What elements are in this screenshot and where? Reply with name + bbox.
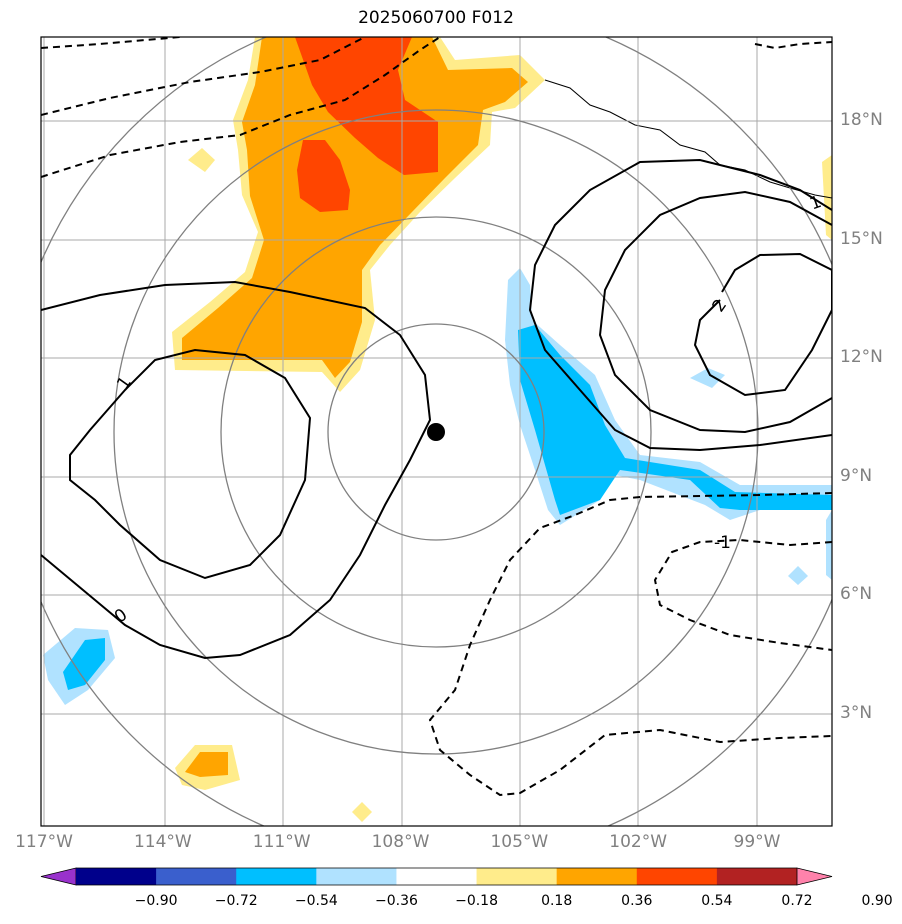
- positive-patch-bottom: [352, 802, 372, 822]
- dashed-contours: [41, 37, 832, 797]
- coastline: [544, 79, 832, 199]
- map-frame: [40, 36, 833, 827]
- contour-one-east: [528, 158, 832, 452]
- positive-patch-small: [188, 148, 215, 172]
- colorbar-segment: [556, 868, 638, 885]
- colorbar-tick-label: 0.18: [541, 893, 573, 909]
- negative-patch-east: [690, 368, 725, 388]
- latitude-label: 12°N: [840, 347, 883, 368]
- latitude-label: 15°N: [840, 228, 883, 249]
- solid-contours: [41, 158, 832, 660]
- negative-patch-southwest-core: [63, 638, 105, 690]
- colorbar-segment: [76, 868, 157, 885]
- positive-band-0-54-south: [297, 140, 350, 212]
- range-rings: [41, 37, 832, 826]
- positive-patch-southwest-core: [185, 752, 228, 777]
- contour-one-west: [69, 348, 312, 580]
- negative-patch-east-small: [788, 566, 808, 585]
- colorbar-tick-label: −0.54: [294, 893, 338, 909]
- colorbar-tick-label: −0.90: [134, 893, 178, 909]
- colorbar-tick-label: −0.72: [214, 893, 258, 909]
- colorbar-segment: [476, 868, 558, 885]
- dashed-contour-north-1: [41, 37, 181, 49]
- colorbar-outline: [76, 867, 797, 886]
- longitude-label: 117°W: [15, 832, 73, 852]
- colorbar-extend-low: [40, 867, 77, 886]
- dashed-contour-minus-one: [653, 538, 832, 651]
- contour-two-outer: [598, 190, 832, 434]
- contour-label: -1: [714, 533, 731, 553]
- dashed-contour-south: [428, 492, 832, 797]
- colorbar-tick-label: 0.90: [861, 893, 893, 909]
- longitude-label: 105°W: [490, 832, 549, 852]
- dashed-contour-north-3: [41, 37, 441, 178]
- colorbar-tick-label: 0.72: [781, 893, 813, 909]
- negative-patch-east-edge: [826, 510, 832, 580]
- longitude-label: 114°W: [133, 832, 192, 852]
- contour-label: 0: [111, 605, 131, 628]
- graticule: [41, 37, 832, 826]
- map-title: 2025060700 F012: [358, 8, 514, 28]
- contour-two: [693, 252, 832, 397]
- storm-center-marker: [427, 423, 445, 441]
- colorbar-segment: [636, 868, 718, 885]
- contour-zero: [41, 280, 432, 660]
- contour-label: 2: [709, 296, 732, 316]
- longitude-label: 111°W: [252, 832, 311, 852]
- negative-shading: [43, 268, 832, 705]
- colorbar-segment: [316, 868, 397, 885]
- map-plot-area: 1 1 2 0 -1: [41, 37, 832, 826]
- latitude-label: 18°N: [840, 110, 883, 130]
- colorbar-tick-label: 0.36: [621, 893, 653, 909]
- longitude-label: 99°W: [733, 832, 781, 852]
- colorbar-segment: [716, 868, 798, 885]
- latitude-label: 6°N: [840, 584, 873, 605]
- latitude-label: 9°N: [840, 465, 873, 486]
- latitude-label: 3°N: [840, 703, 873, 723]
- dashed-contour-north-2: [41, 37, 366, 116]
- colorbar-segment: [396, 868, 478, 885]
- longitude-label: 102°W: [609, 832, 668, 852]
- colorbar-segment: [156, 868, 237, 885]
- colorbar-tick-label: −0.36: [374, 893, 418, 909]
- longitude-label: 108°W: [371, 832, 430, 852]
- colorbar-tick-label: −0.18: [455, 893, 498, 909]
- colorbar-extend-high: [796, 867, 833, 886]
- colorbar: [40, 867, 833, 886]
- colorbar-segment: [236, 868, 317, 885]
- dashed-contour-northeast: [754, 41, 832, 50]
- negative-band-0-36: [518, 325, 832, 515]
- colorbar-tick-label: 0.54: [701, 893, 733, 909]
- positive-band-0-36: [182, 37, 528, 378]
- contour-labels: 1 1 2 0 -1: [111, 192, 824, 628]
